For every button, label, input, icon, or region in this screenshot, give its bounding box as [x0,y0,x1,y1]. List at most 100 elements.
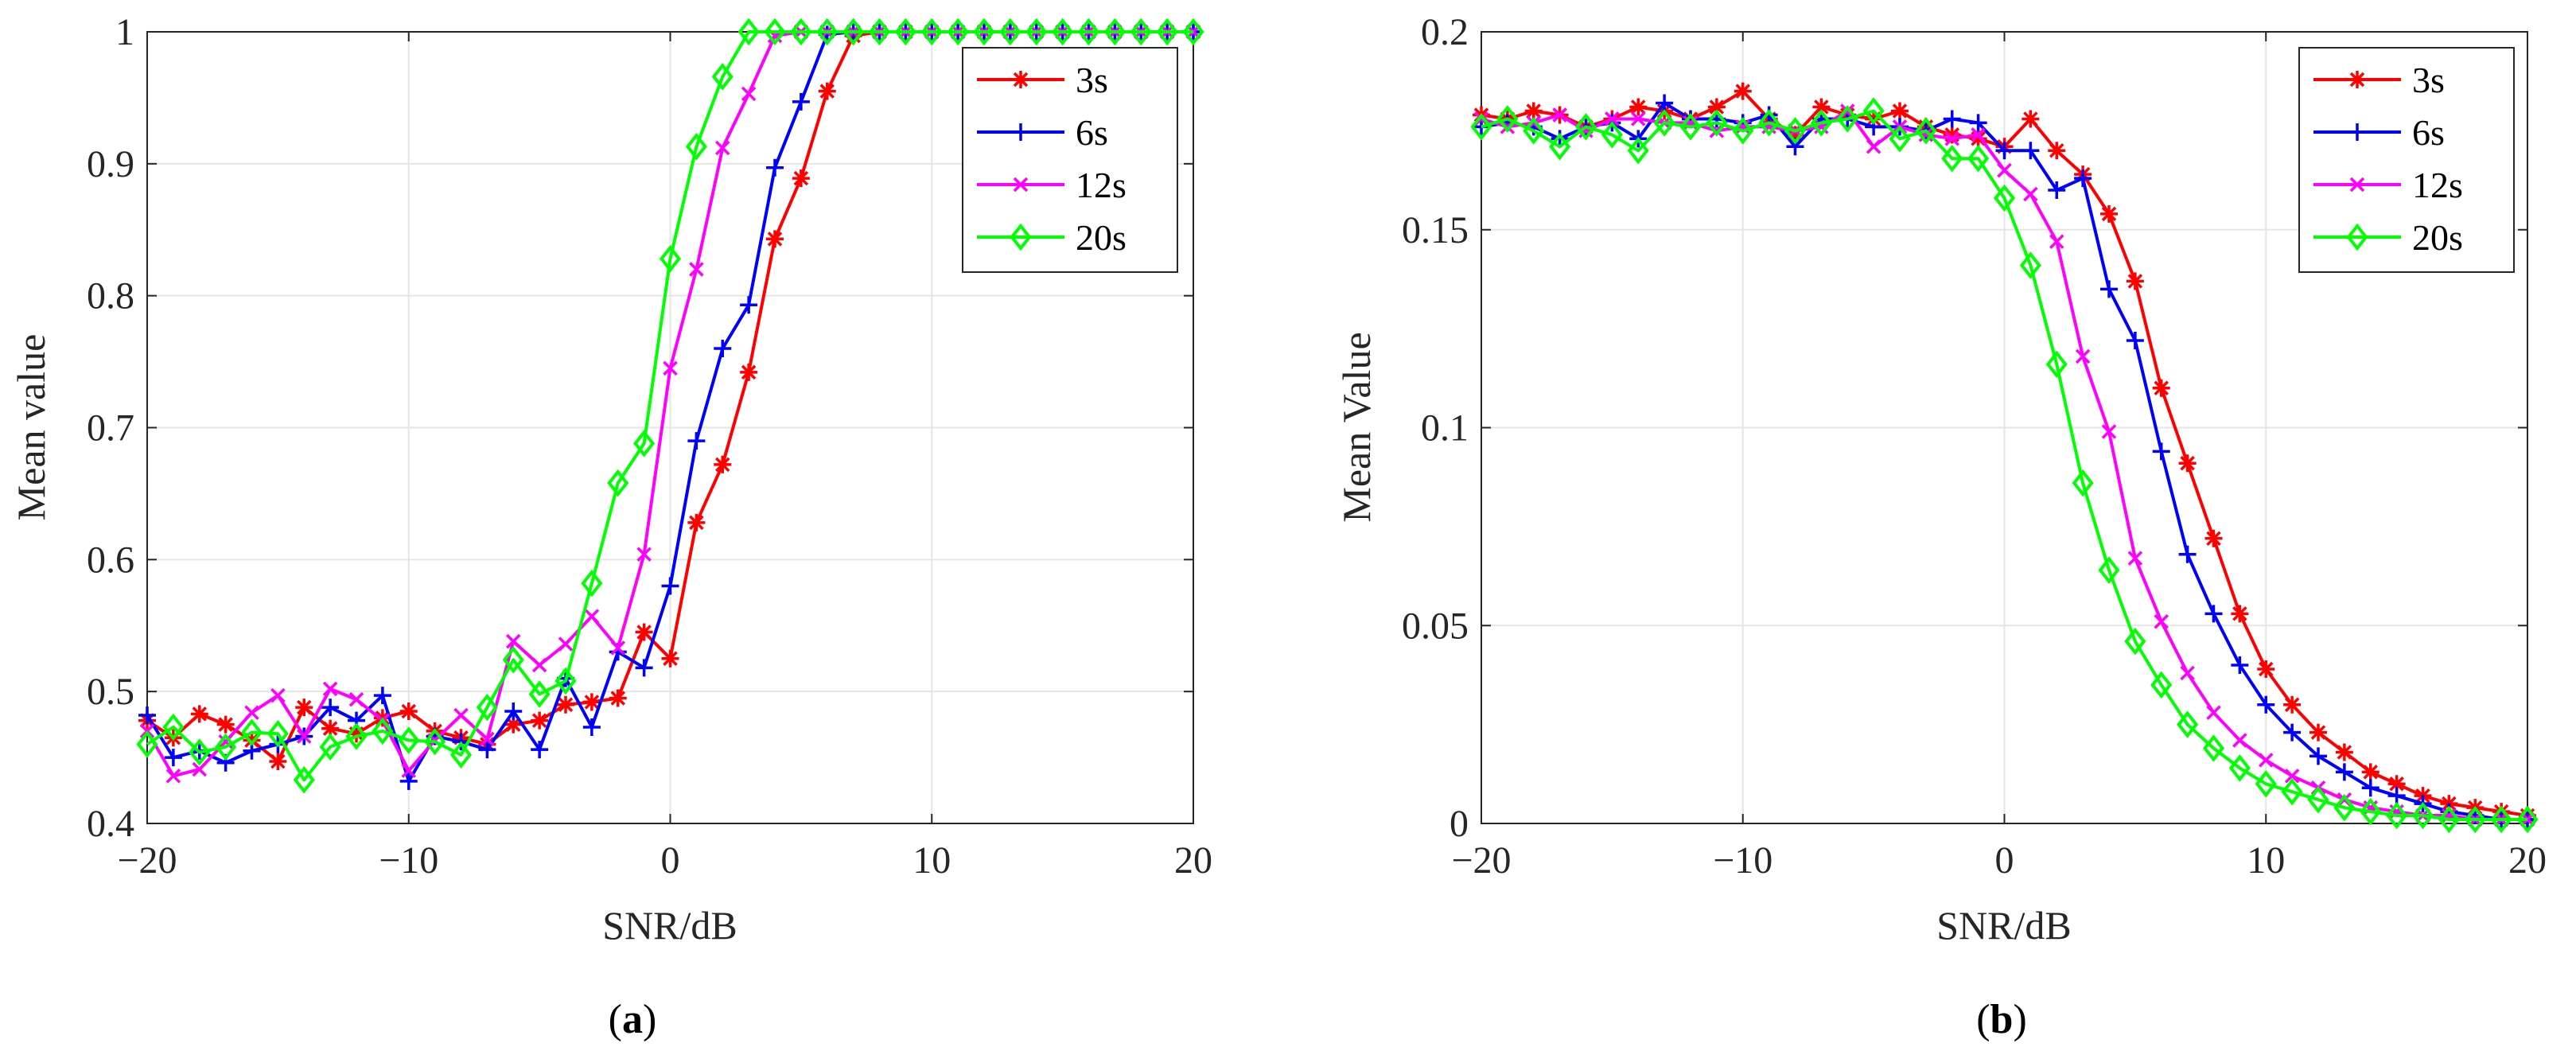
data-point-3s [269,753,287,771]
data-point-12s [2180,665,2195,681]
data-point-12s [2101,424,2117,439]
data-point-12s [1997,162,2012,178]
data-point-20s [215,733,237,761]
data-point-12s [2259,753,2274,768]
y-tick-label: 0.5 [87,671,134,713]
data-point-6s [766,158,784,177]
data-point-6s [2335,763,2353,781]
legend-label-3s: 3s [1076,60,1108,100]
data-point-20s [868,18,891,46]
legend-marker-3s [1012,71,1029,88]
x-tick-label: 20 [1174,839,1212,882]
data-point-6s [2361,779,2379,797]
data-point-12s [2023,186,2038,202]
data-point-6s [635,659,653,677]
ticks-a: −20 −10 0 10 20 0.4 0.5 0.6 0.7 0.8 0.9 1 [87,11,1212,882]
data-point-6s [1760,106,1778,124]
data-point-6s [2178,545,2197,563]
data-point-12s [689,262,704,277]
data-point-6s [740,296,758,314]
data-point-20s [2360,797,2382,826]
data-point-20s [162,713,185,742]
data-point-20s [1103,18,1126,46]
data-point-20s [476,693,498,722]
data-point-20s [1758,109,1780,137]
data-point-3s [2178,454,2197,473]
data-point-20s [1156,18,1178,46]
data-point-6s [661,577,679,595]
data-point-12s [610,640,625,656]
data-point-20s [633,430,656,457]
data-point-20s [1025,18,1048,46]
data-point-12s [244,705,259,720]
data-point-6s [2257,695,2275,714]
data-point-3s [1943,126,1961,144]
y-tick-label: 0.9 [87,143,134,185]
data-point-20s [1941,144,1963,173]
data-point-6s [714,340,732,357]
legend-marker-12s [2349,177,2365,193]
legend-a: 3s 6s 12s 20s [962,47,1178,273]
data-point-20s [2019,251,2041,279]
data-point-20s [372,717,394,745]
data-point-20s [2045,350,2068,379]
data-point-6s [792,92,810,111]
data-point-20s [1862,97,1885,125]
data-point-3s [531,711,549,730]
data-point-20s [2516,805,2539,834]
data-point-3s [1891,102,1909,120]
series-b [1470,82,2539,834]
data-point-6s [2283,723,2302,742]
data-point-12s [1605,111,1620,127]
data-point-20s [449,741,473,769]
y-tick-label: 0.7 [87,407,134,450]
data-point-12s [192,761,207,777]
legend-box [962,47,1178,273]
legend-box [2298,47,2515,273]
data-point-20s [240,718,263,746]
data-point-20s [1574,113,1597,141]
data-point-12s [506,633,521,649]
data-point-20s [2255,770,2277,798]
data-point-20s [398,726,420,754]
data-point-3s [1734,82,1752,100]
data-point-3s [1524,102,1543,120]
data-point-3s [557,695,574,714]
data-point-3s [687,513,706,531]
y-tick-label: 0.2 [1421,11,1469,53]
data-point-12s [1631,111,1646,127]
data-point-20s [581,569,603,598]
data-point-20s [1601,121,1623,149]
data-point-20s [528,680,551,708]
data-point-12s [2284,769,2300,784]
data-point-3s [792,169,810,188]
data-point-3s [2048,142,2066,160]
chart-panel-a: −20 −10 0 10 20 0.4 0.5 0.6 0.7 0.8 0.9 1 3s 6s 12s 20… [9,11,1212,1042]
y-tick-label: 0.15 [1402,209,1469,251]
data-point-12s [663,360,678,376]
y-tick-label: 0.6 [87,539,134,581]
data-point-3s [348,725,365,743]
legend-label-12s: 12s [2412,165,2463,205]
data-point-3s [818,82,836,100]
data-point-3s [2204,529,2223,547]
legend-marker-20s [2346,223,2368,251]
data-point-20s [267,719,289,748]
data-point-12s [270,687,286,703]
data-point-3s [2100,204,2118,223]
y-tick-label: 0 [1449,803,1469,845]
chart-panel-b: −20 −10 0 10 20 0 0.05 0.1 0.15 0.2 3s 6s 12s 20s SN… [1334,11,2547,1042]
x-tick-label: 20 [2508,839,2547,882]
data-point-20s [502,646,524,674]
legend-label-6s: 6s [1076,112,1108,153]
legend-label-12s: 12s [1076,165,1127,205]
data-point-6s [138,707,156,725]
legend-marker-6s [2348,123,2366,141]
data-point-20s [1706,109,1728,137]
data-point-3s [2387,775,2406,793]
data-point-12s [636,547,652,562]
x-tick-label: 10 [912,839,951,882]
legend-marker-3s [2348,71,2366,88]
data-point-20s [2333,793,2356,822]
data-point-20s [1077,18,1100,46]
